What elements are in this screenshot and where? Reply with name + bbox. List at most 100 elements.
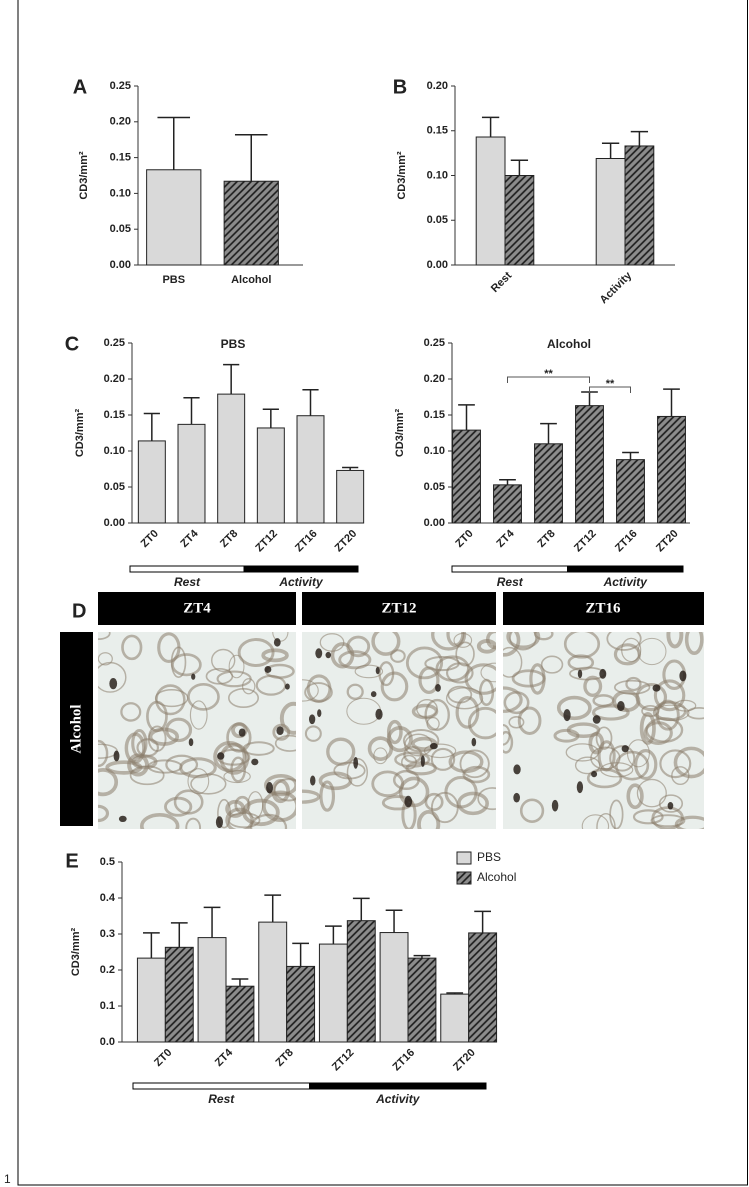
bar bbox=[217, 393, 246, 524]
bar bbox=[616, 459, 645, 524]
tissue-cell bbox=[155, 684, 186, 716]
tissue-cell bbox=[424, 792, 444, 812]
bar bbox=[164, 946, 194, 1043]
x-tick-label: ZT12 bbox=[253, 528, 280, 555]
tissue-cell bbox=[228, 654, 245, 679]
y-tick-label: 0.15 bbox=[110, 152, 131, 164]
bar bbox=[468, 932, 498, 1043]
bar bbox=[440, 993, 470, 1043]
x-tick-label: ZT0 bbox=[139, 528, 161, 550]
tissue-cell bbox=[319, 780, 336, 812]
tissue-cell bbox=[98, 768, 119, 797]
tissue-cell bbox=[401, 754, 418, 770]
tissue-cell bbox=[435, 655, 470, 682]
y-tick-label: 0.10 bbox=[110, 187, 131, 199]
tissue-cell bbox=[684, 632, 704, 655]
phase-bar bbox=[309, 1082, 487, 1090]
tissue-cell bbox=[591, 704, 630, 721]
y-tick-label: 0.05 bbox=[427, 214, 448, 226]
y-tick-label: 0.05 bbox=[110, 223, 131, 235]
tissue-cell bbox=[431, 632, 467, 651]
stained-cell bbox=[563, 709, 571, 722]
stained-cell bbox=[621, 745, 629, 753]
row-header: Alcohol bbox=[68, 704, 84, 753]
tissue-cell bbox=[459, 749, 490, 779]
tissue-cell bbox=[394, 751, 431, 768]
tissue-cell bbox=[430, 747, 456, 771]
bar bbox=[225, 985, 255, 1043]
y-tick-label: 0.3 bbox=[100, 928, 115, 940]
stained-cell bbox=[576, 781, 584, 794]
tissue-cell bbox=[476, 638, 496, 654]
tissue-cell bbox=[467, 706, 496, 740]
y-tick-label: 0.25 bbox=[110, 80, 131, 92]
x-tick-label: ZT8 bbox=[535, 528, 557, 550]
tissue-cell bbox=[567, 654, 595, 671]
tissue-cell bbox=[625, 676, 642, 692]
tissue-cell bbox=[346, 757, 369, 787]
tissue-cell bbox=[639, 712, 656, 745]
tissue-cell bbox=[211, 648, 236, 673]
y-tick-label: 0.20 bbox=[110, 116, 131, 128]
tissue-cell bbox=[264, 774, 296, 797]
tissue-cell bbox=[508, 716, 525, 729]
tissue-cell bbox=[225, 807, 254, 829]
tissue-cell bbox=[455, 641, 475, 667]
tissue-cell bbox=[503, 632, 521, 657]
x-tick-label: ZT4 bbox=[494, 527, 517, 550]
y-axis-label: CD3/mm² bbox=[396, 151, 408, 200]
tissue-cell bbox=[653, 679, 686, 712]
stained-cell bbox=[317, 709, 322, 718]
tissue-cell bbox=[511, 669, 546, 688]
stained-cell bbox=[188, 738, 194, 747]
figure-border bbox=[17, 0, 748, 1186]
phase-label: Activity bbox=[603, 575, 649, 589]
tissue-cell bbox=[165, 754, 199, 775]
y-axis-label: CD3/mm² bbox=[74, 409, 86, 458]
y-tick-label: 0.00 bbox=[427, 259, 448, 271]
tissue-cell bbox=[609, 745, 636, 772]
stained-cell bbox=[599, 668, 607, 679]
stained-cell bbox=[118, 815, 127, 823]
tissue-cell bbox=[534, 632, 554, 641]
micrograph bbox=[302, 632, 496, 829]
bar bbox=[258, 921, 288, 1043]
tissue-cell bbox=[147, 759, 183, 774]
tissue-cell bbox=[581, 814, 610, 829]
stained-cell bbox=[375, 666, 380, 675]
chart-title: Alcohol bbox=[547, 337, 591, 351]
tissue-cell bbox=[120, 702, 142, 722]
tissue-cell bbox=[659, 749, 692, 779]
y-tick-label: 0.0 bbox=[100, 1036, 115, 1048]
bar bbox=[256, 427, 285, 524]
tissue-cell bbox=[226, 722, 252, 753]
tissue-cell bbox=[127, 753, 149, 777]
stained-cell bbox=[617, 701, 625, 712]
tissue-cell bbox=[503, 730, 514, 754]
bar bbox=[286, 965, 316, 1043]
tissue-cell bbox=[686, 707, 704, 720]
stained-cell bbox=[420, 755, 425, 767]
tissue-cell bbox=[367, 736, 394, 761]
stained-cell bbox=[370, 691, 377, 698]
x-tick-label: Rest bbox=[489, 269, 515, 295]
legend-label: Alcohol bbox=[477, 870, 516, 884]
y-tick-label: 0.2 bbox=[100, 964, 115, 976]
bar bbox=[595, 157, 626, 266]
y-tick-label: 0.05 bbox=[104, 481, 125, 493]
tissue-cell bbox=[637, 637, 667, 666]
phase-bar bbox=[451, 565, 568, 573]
y-axis-label: CD3/mm² bbox=[394, 409, 406, 458]
stained-cell bbox=[652, 684, 661, 692]
y-tick-label: 0.4 bbox=[100, 892, 116, 904]
tissue-cell bbox=[645, 717, 684, 743]
significance-label: ** bbox=[544, 368, 553, 380]
tissue-cell bbox=[464, 663, 496, 695]
bar bbox=[624, 145, 655, 266]
row-header-box bbox=[60, 632, 93, 826]
tissue-cell bbox=[242, 741, 275, 756]
y-tick-label: 0.25 bbox=[104, 337, 125, 349]
stained-cell bbox=[591, 770, 598, 778]
tissue-cell bbox=[237, 638, 275, 667]
tissue-cell bbox=[417, 809, 441, 829]
